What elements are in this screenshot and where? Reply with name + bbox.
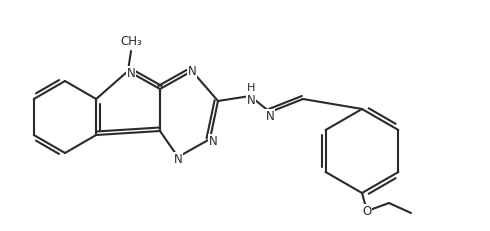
Text: N: N — [188, 65, 196, 78]
Text: N: N — [266, 110, 274, 123]
Text: CH₃: CH₃ — [120, 35, 142, 48]
Text: N: N — [209, 135, 218, 148]
Text: N: N — [126, 67, 135, 80]
Text: H: H — [247, 83, 255, 93]
Text: O: O — [363, 205, 371, 218]
Text: N: N — [246, 94, 255, 107]
Text: N: N — [173, 153, 182, 166]
